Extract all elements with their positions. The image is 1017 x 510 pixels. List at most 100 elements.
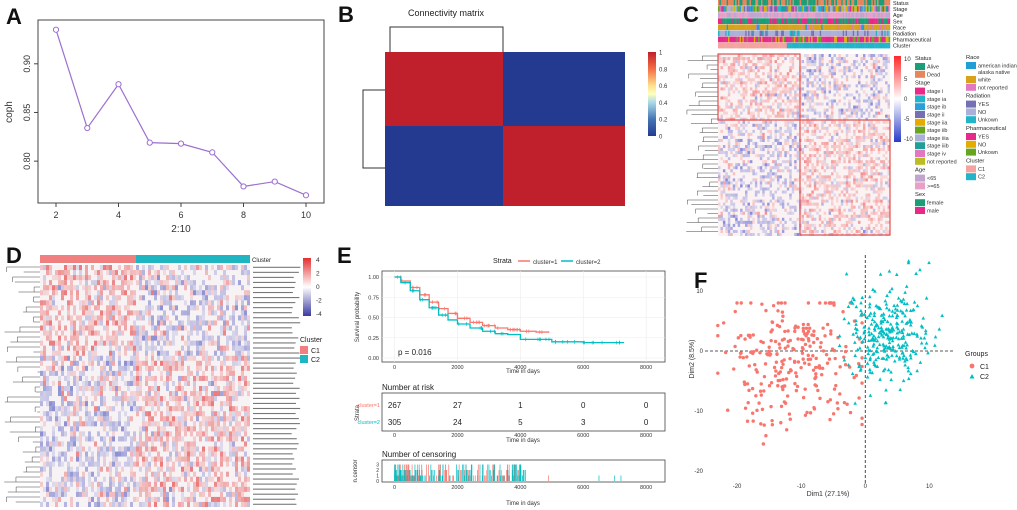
heatmap-cell (244, 340, 247, 346)
heatmap-cell (43, 330, 46, 336)
heatmap-cell (148, 345, 151, 351)
heatmap-cell (828, 211, 832, 215)
heatmap-cell (725, 99, 728, 103)
heatmap-cell (220, 315, 223, 321)
heatmap-cell (46, 330, 49, 336)
heatmap-cell (232, 380, 235, 386)
heatmap-cell (776, 178, 780, 182)
heatmap-cell (199, 290, 202, 296)
heatmap-cell (247, 345, 250, 351)
heatmap-cell (199, 451, 202, 457)
heatmap-cell (867, 205, 871, 209)
heatmap-cell (61, 406, 64, 412)
heatmap-cell (880, 87, 883, 91)
heatmap-cell (769, 108, 773, 112)
heatmap-cell (882, 175, 886, 179)
heatmap-cell (718, 57, 721, 61)
heatmap-cell (740, 181, 743, 185)
heatmap-cell (184, 416, 187, 422)
heatmap-cell (867, 214, 871, 218)
heatmap-cell (199, 325, 202, 331)
heatmap-cell (808, 90, 812, 94)
heatmap-cell (808, 108, 812, 112)
heatmap-cell (730, 208, 733, 212)
heatmap-cell (767, 93, 770, 97)
heatmap-cell (732, 145, 736, 149)
heatmap-cell (745, 220, 748, 224)
heatmap-cell (740, 81, 743, 85)
annotation-cell (826, 42, 829, 49)
heatmap-cell (885, 63, 888, 67)
heatmap-cell (776, 81, 780, 85)
heatmap-cell (764, 90, 768, 94)
heatmap-cell (882, 208, 886, 212)
heatmap-cell (184, 280, 187, 286)
heatmap-cell (40, 325, 43, 331)
heatmap-cell (821, 135, 824, 139)
annotation-cell (785, 42, 787, 49)
annotation-cell (877, 0, 879, 6)
heatmap-cell (115, 370, 118, 376)
heatmap-cell (769, 229, 773, 233)
heatmap-cell (40, 451, 43, 457)
heatmap-cell (848, 105, 851, 109)
heatmap-cell (142, 396, 145, 402)
heatmap-cell (121, 451, 124, 457)
heatmap-cell (211, 320, 214, 326)
heatmap-cell (855, 151, 859, 155)
heatmap-cell (720, 57, 723, 61)
annotation-cell (844, 12, 846, 18)
annotation-cell (872, 30, 875, 37)
heatmap-cell (742, 175, 746, 179)
heatmap-cell (759, 223, 763, 227)
heatmap-cell (835, 175, 839, 179)
heatmap-cell (833, 148, 836, 152)
heatmap-cell (877, 208, 881, 212)
heatmap-cell (821, 163, 824, 167)
heatmap-cell (160, 416, 163, 422)
heatmap-cell (875, 57, 878, 61)
heatmap-cell (178, 451, 181, 457)
heatmap-cell (58, 375, 61, 381)
heatmap-cell (767, 72, 770, 76)
heatmap-cell (875, 102, 878, 106)
annotation-cell (838, 18, 841, 24)
heatmap-cell (154, 391, 157, 397)
heatmap-cell (139, 391, 142, 397)
heatmap-cell (244, 310, 247, 316)
heatmap-cell (811, 81, 814, 85)
heatmap-cell (79, 375, 82, 381)
heatmap-cell (870, 120, 873, 124)
annotation-cell (874, 30, 876, 37)
heatmap-cell (109, 365, 112, 371)
heatmap-cell (79, 456, 82, 462)
annotation-cell (798, 0, 800, 6)
annotation-cell (719, 0, 722, 6)
heatmap-cell (769, 199, 773, 203)
annotation-cell (776, 0, 779, 6)
annotation-cell (819, 6, 822, 12)
heatmap-cell (762, 54, 765, 58)
heatmap-cell (870, 151, 873, 155)
annotation-cell (791, 12, 793, 18)
annotation-cell (855, 6, 858, 12)
heatmap-cell (121, 315, 124, 321)
annotation-cell (725, 6, 727, 12)
heatmap-cell (818, 193, 822, 197)
heatmap-cell (157, 421, 160, 427)
heatmap-cell (70, 265, 73, 271)
annotation-cell (765, 12, 767, 18)
heatmap-cell (862, 123, 866, 127)
annotation-cell (778, 18, 780, 24)
heatmap-cell (238, 335, 241, 341)
heatmap-cell (157, 350, 160, 356)
heatmap-cell (821, 75, 824, 79)
annotation-cell (786, 42, 789, 49)
heatmap-cell (808, 72, 812, 76)
heatmap-cell (769, 211, 773, 215)
annotation-cell (773, 0, 776, 6)
heatmap-cell (247, 280, 250, 286)
heatmap-cell (835, 63, 839, 67)
heatmap-cell (742, 154, 746, 158)
annotation-cell (773, 12, 776, 18)
